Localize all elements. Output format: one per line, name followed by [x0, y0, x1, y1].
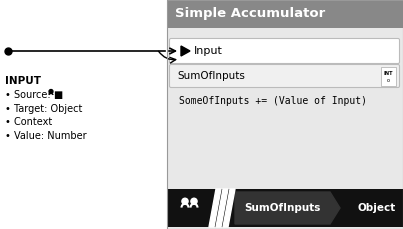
Polygon shape — [223, 189, 235, 227]
Text: • Source:: • Source: — [5, 90, 51, 100]
FancyBboxPatch shape — [380, 66, 395, 85]
Text: SumOfInputs: SumOfInputs — [177, 71, 245, 81]
Polygon shape — [235, 192, 340, 224]
Text: • Value: Number: • Value: Number — [5, 131, 87, 141]
Text: • Target: Object: • Target: Object — [5, 104, 82, 114]
Circle shape — [49, 90, 53, 93]
FancyBboxPatch shape — [167, 189, 403, 227]
FancyBboxPatch shape — [170, 38, 399, 63]
FancyBboxPatch shape — [170, 65, 399, 87]
Text: Simple Accumulator: Simple Accumulator — [175, 8, 325, 21]
Polygon shape — [209, 189, 221, 227]
FancyBboxPatch shape — [0, 0, 167, 229]
Polygon shape — [339, 192, 403, 224]
Text: • Context: • Context — [5, 117, 52, 127]
Polygon shape — [216, 189, 228, 227]
Text: INPUT: INPUT — [5, 76, 41, 86]
Circle shape — [191, 198, 197, 204]
FancyBboxPatch shape — [167, 0, 403, 229]
FancyBboxPatch shape — [167, 0, 403, 28]
Text: o: o — [386, 78, 390, 83]
Polygon shape — [181, 46, 190, 56]
Text: ■: ■ — [53, 90, 62, 100]
Text: Input: Input — [194, 46, 223, 56]
Text: SumOfInputs: SumOfInputs — [244, 203, 321, 213]
Text: Object: Object — [357, 203, 396, 213]
Circle shape — [182, 198, 188, 204]
Text: SomeOfInputs += (Value of Input): SomeOfInputs += (Value of Input) — [179, 96, 367, 106]
Text: INT: INT — [383, 71, 393, 76]
